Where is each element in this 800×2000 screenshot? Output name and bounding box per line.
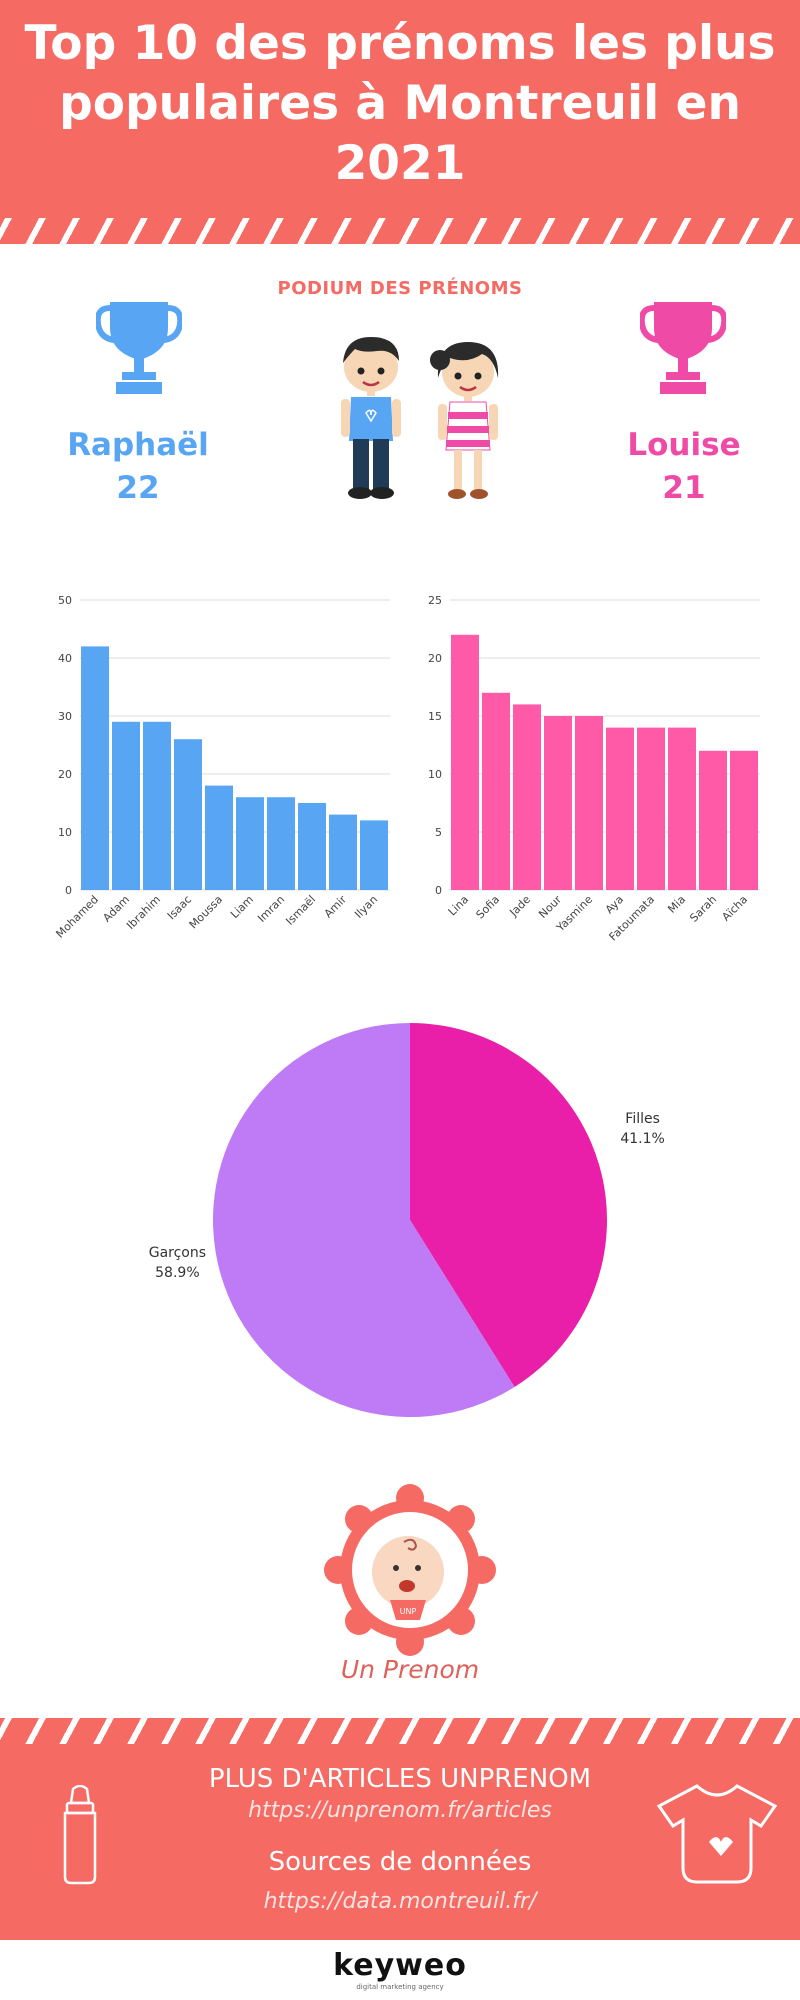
boys-ytick-label: 40	[58, 652, 72, 665]
top-girl-name: Louise	[627, 427, 741, 463]
keyweo-logo: keyweo	[333, 1948, 467, 1983]
boys-ytick-label: 10	[58, 826, 72, 839]
boys-bar-ilyan	[360, 820, 388, 890]
boys-bar-adam	[112, 721, 140, 890]
boy-illustration	[341, 337, 401, 499]
girls-bar-aïcha	[730, 750, 758, 890]
boys-bar-isaac	[174, 739, 202, 890]
boys-bar-amir	[329, 814, 357, 890]
pie-label-name: Filles	[625, 1111, 660, 1127]
pie-label-percent: 58.9%	[155, 1265, 199, 1281]
boys-category-label: Liam	[228, 893, 256, 921]
girls-ytick-label: 15	[428, 710, 442, 723]
hatch-divider-top	[0, 218, 800, 244]
boys-category-label: Mohamed	[53, 893, 101, 941]
girls-bar-fatoumata	[637, 727, 665, 890]
boys-category-label: Amir	[322, 893, 350, 921]
logo-text: Un Prenom	[341, 1655, 479, 1684]
boys-ytick-label: 20	[58, 768, 72, 781]
boys-category-label: Imran	[255, 893, 287, 925]
boys-bar-mohamed	[81, 646, 109, 890]
girls-category-label: Sofia	[474, 893, 503, 922]
boys-ytick-label: 30	[58, 710, 72, 723]
sources-title: Sources de données	[268, 1847, 532, 1877]
girls-bar-mia	[668, 727, 696, 890]
trophy-pink-icon	[640, 302, 726, 394]
girls-bar-nour	[544, 716, 572, 890]
hatch-divider-bottom	[0, 1718, 800, 1744]
girls-bar-sarah	[699, 750, 727, 890]
top-boy-count: 22	[116, 470, 160, 506]
top-girl-count: 21	[662, 470, 706, 506]
boys-bar-ibrahim	[143, 721, 171, 890]
boys-bar-ismaël	[298, 803, 326, 890]
baby-bottle-icon	[63, 1785, 97, 1885]
boys-bar-imran	[267, 797, 295, 890]
top-boy-name: Raphaël	[67, 427, 209, 463]
boys-ytick-label: 0	[65, 884, 72, 897]
keyweo-tagline: digital marketing agency	[356, 1983, 444, 1991]
podium-label: PODIUM DES PRÉNOMS	[277, 278, 523, 299]
header-banner	[0, 0, 800, 243]
unprenom-logo: UNP Un Prenom	[324, 1484, 496, 1684]
girls-bar-yasmine	[575, 716, 603, 890]
girls-bar-aya	[606, 727, 634, 890]
boys-category-label: Ismaël	[283, 893, 318, 928]
girls-bar-sofia	[482, 692, 510, 890]
girls-category-label: Sarah	[687, 893, 719, 925]
boys-category-label: Ilyan	[352, 893, 380, 921]
girls-ytick-label: 10	[428, 768, 442, 781]
girls-category-label: Lina	[446, 893, 471, 918]
logo-badge: UNP	[400, 1607, 417, 1616]
girls-category-label: Mia	[665, 893, 688, 916]
more-articles-link[interactable]: https://unprenom.fr/articles	[248, 1798, 552, 1823]
girls-ytick-label: 0	[435, 884, 442, 897]
sources-link[interactable]: https://data.montreuil.fr/	[263, 1889, 537, 1914]
girls-category-label: Nour	[536, 893, 564, 921]
girls-category-label: Jade	[506, 893, 533, 920]
page-title: Top 10 des prénoms les plus populaires à…	[24, 16, 776, 191]
footer-banner	[0, 1744, 800, 1940]
girls-ytick-label: 25	[428, 594, 442, 607]
girls-bar-lina	[451, 634, 479, 890]
boys-bar-liam	[236, 797, 264, 890]
girls-ytick-label: 20	[428, 652, 442, 665]
boys-ytick-label: 50	[58, 594, 72, 607]
onesie-icon	[656, 1784, 778, 1884]
pie-slice-garçons	[212, 1023, 515, 1417]
girls-ytick-label: 5	[435, 826, 442, 839]
trophy-blue-icon	[96, 302, 182, 394]
girls-bar-jade	[513, 704, 541, 890]
girls-category-label: Aïcha	[719, 893, 750, 924]
girl-illustration	[430, 342, 499, 499]
girls-category-label: Aya	[603, 893, 626, 916]
boys-category-label: Moussa	[187, 893, 225, 931]
pie-label-percent: 41.1%	[620, 1131, 664, 1147]
pie-label-name: Garçons	[149, 1245, 206, 1261]
boys-bar-moussa	[205, 785, 233, 890]
more-articles-title: PLUS D'ARTICLES UNPRENOM	[208, 1764, 592, 1794]
pie-slice-filles	[410, 1023, 607, 1387]
gender-pie-chart: Filles 41.1% Garçons 58.9%	[149, 1023, 665, 1417]
boys-category-label: Ibrahim	[124, 893, 163, 932]
